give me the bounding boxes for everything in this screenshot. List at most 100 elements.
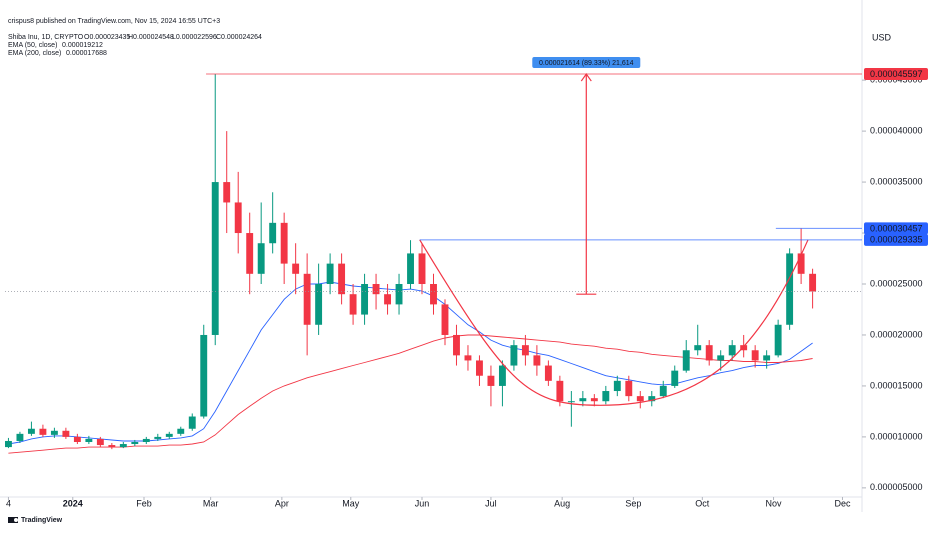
x-tick-label: Jul	[485, 498, 497, 508]
candle-body	[211, 182, 219, 335]
candle-body	[131, 441, 139, 445]
legend-value: 0.000017688	[66, 50, 107, 57]
candle-body	[430, 284, 437, 305]
candle-body	[510, 345, 518, 366]
candle-body	[16, 433, 24, 441]
candle-body	[544, 365, 552, 381]
candle-body	[590, 398, 598, 402]
candle-body	[418, 253, 426, 285]
x-tick-label: Sep	[625, 498, 641, 508]
ohlc-value: L0.000022596	[172, 34, 217, 41]
candle-body	[165, 433, 173, 437]
candle-body	[234, 202, 242, 234]
candle-body	[579, 398, 587, 402]
candle-body	[556, 380, 564, 402]
footer: TradingView	[21, 517, 63, 524]
level-tag	[864, 68, 928, 81]
measure-box	[532, 57, 641, 69]
candle-body	[5, 440, 12, 448]
candle-body	[487, 375, 495, 386]
symbol: Shiba Inu, 1D, CRYPTO	[8, 34, 84, 41]
ohlc-value: O0.000023435	[84, 34, 130, 41]
candle-body	[27, 428, 35, 434]
currency: USD	[872, 32, 892, 42]
candle-body	[292, 263, 300, 274]
candle-body	[694, 345, 702, 351]
level-label: 0.000045597	[870, 69, 923, 79]
candle-body	[705, 345, 713, 361]
y-tick-label: 0.000040000	[870, 125, 923, 135]
ohlc-value: H0.000024548	[128, 34, 174, 41]
candle-body	[533, 355, 541, 366]
candle-body	[671, 370, 679, 386]
candle-body	[407, 253, 414, 285]
x-tick-label: 4	[6, 498, 11, 508]
candle-body	[498, 365, 506, 386]
candle-body	[73, 436, 81, 442]
candle-body	[257, 243, 265, 274]
candle-body	[809, 273, 817, 292]
candle-body	[682, 350, 690, 371]
candle-body	[326, 263, 334, 285]
candle-body	[464, 355, 472, 361]
candle-body	[200, 334, 208, 417]
ema-line	[8, 281, 813, 445]
candle-body	[786, 253, 794, 325]
legend-value: 0.000019212	[62, 42, 103, 49]
x-tick-label: May	[342, 498, 360, 508]
candle-body	[797, 253, 805, 274]
y-tick-label: 0.000025000	[870, 278, 923, 288]
candle-body	[774, 324, 782, 356]
candle-body	[717, 355, 725, 361]
candle-body	[315, 284, 323, 325]
candle-body	[648, 396, 656, 402]
candle-body	[372, 284, 380, 295]
candle-body	[62, 430, 70, 437]
candle-body	[85, 438, 93, 442]
y-tick-label: 0.000010000	[870, 431, 923, 441]
candle-body	[625, 380, 633, 397]
candle-body	[751, 350, 759, 361]
candle-body	[142, 438, 150, 442]
candle-body	[223, 182, 231, 203]
measure-label: 0.000021614 (89.33%) 21,614	[539, 60, 634, 67]
candle-body	[246, 233, 254, 274]
candle-body	[119, 444, 127, 448]
x-tick-label: Oct	[695, 498, 710, 508]
candle-body	[188, 416, 196, 429]
level-tag	[864, 233, 928, 246]
level-label: 0.000030457	[870, 223, 923, 233]
candle-body	[728, 345, 736, 356]
ohlc-value: C0.000024264	[216, 34, 262, 41]
candle-body	[441, 304, 449, 335]
legend-name: EMA (200, close)	[8, 50, 61, 57]
x-tick-label: Nov	[766, 498, 783, 508]
candle-body	[108, 445, 116, 448]
candle-body	[384, 294, 391, 305]
y-tick-label: 0.000005000	[870, 482, 923, 492]
candle-body	[96, 438, 104, 446]
candle-body	[269, 222, 277, 244]
publisher: crispus8 published on TradingView.com, N…	[8, 18, 220, 25]
candle-body	[303, 273, 311, 325]
y-tick-label: 0.000035000	[870, 176, 923, 186]
legend-name: EMA (50, close)	[8, 42, 57, 49]
tv-logo	[8, 517, 18, 523]
candle-body	[50, 430, 58, 435]
candle-body	[659, 385, 667, 397]
candle-body	[349, 294, 357, 315]
candle-body	[636, 396, 644, 402]
x-tick-label: Feb	[136, 498, 152, 508]
ema-line	[8, 334, 813, 454]
candle-body	[567, 401, 575, 403]
y-tick-label: 0.000015000	[870, 380, 923, 390]
candle-body	[39, 428, 47, 435]
x-tick-label: Mar	[203, 498, 219, 508]
x-tick-label: Jun	[415, 498, 430, 508]
arrow-head	[580, 73, 592, 82]
candle-body	[154, 436, 162, 439]
candle-body	[280, 222, 288, 264]
cup-curve	[419, 239, 809, 406]
candle-body	[740, 345, 748, 351]
